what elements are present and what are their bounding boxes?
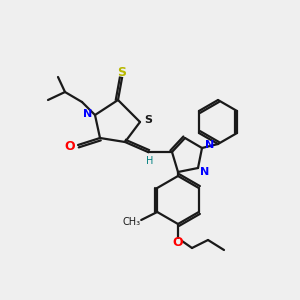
Text: CH₃: CH₃ [122, 217, 140, 227]
Text: N: N [206, 140, 214, 150]
Text: S: S [144, 115, 152, 125]
Text: S: S [118, 65, 127, 79]
Text: N: N [83, 109, 93, 119]
Text: H: H [146, 156, 154, 166]
Text: N: N [200, 167, 210, 177]
Text: O: O [173, 236, 183, 250]
Text: O: O [65, 140, 75, 154]
